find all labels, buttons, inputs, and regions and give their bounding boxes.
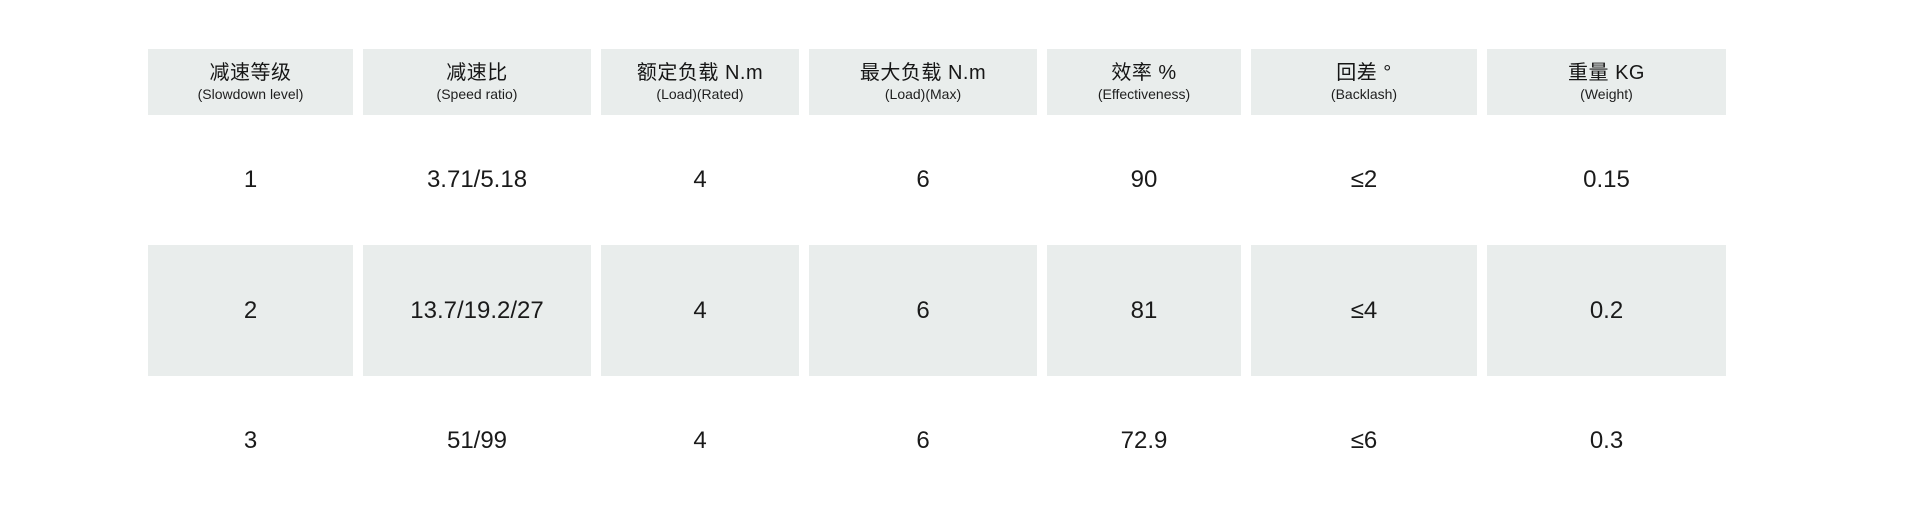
gearbox-spec-table: 减速等级 (Slowdown level) 减速比 (Speed ratio) …: [148, 49, 1726, 506]
table-cell: 0.3: [1589, 427, 1624, 454]
header-zh-label: 减速比: [446, 61, 508, 84]
header-max-load: 最大负载 N.m (Load)(Max): [809, 49, 1037, 115]
header-en-label: (Weight): [1580, 85, 1633, 102]
header-zh-label: 最大负载 N.m: [859, 61, 987, 84]
table-cell: 72.9: [1120, 427, 1168, 454]
header-en-label: (Load)(Max): [884, 85, 962, 102]
header-en-label: (Backlash): [1330, 85, 1398, 102]
header-en-label: (Effectiveness): [1097, 85, 1191, 102]
header-rated-load: 额定负载 N.m (Load)(Rated): [601, 49, 799, 115]
header-zh-label: 回差 °: [1336, 61, 1392, 84]
table-cell: 3: [243, 427, 258, 454]
header-slowdown-level: 减速等级 (Slowdown level): [148, 49, 353, 115]
header-en-label: (Load)(Rated): [656, 85, 744, 102]
table-cell: 4: [693, 427, 707, 454]
header-en-label: (Slowdown level): [197, 85, 304, 102]
table-cell: 81: [1047, 245, 1241, 376]
table-cell: 6: [809, 245, 1037, 376]
table-cell: 1: [243, 166, 258, 193]
table-cell: 3.71/5.18: [426, 166, 528, 193]
header-zh-label: 效率 %: [1111, 61, 1177, 84]
table-cell: ≤2: [1350, 166, 1378, 193]
table-cell: 90: [1130, 166, 1158, 193]
header-weight: 重量 KG (Weight): [1487, 49, 1726, 115]
header-en-label: (Speed ratio): [436, 85, 518, 102]
header-zh-label: 额定负载 N.m: [636, 61, 764, 84]
table-cell: 13.7/19.2/27: [363, 245, 591, 376]
table-cell: 2: [148, 245, 353, 376]
header-zh-label: 重量 KG: [1568, 61, 1645, 84]
header-zh-label: 减速等级: [209, 61, 292, 84]
table-cell: 4: [601, 245, 799, 376]
table-cell: 6: [916, 427, 930, 454]
table-cell: ≤4: [1251, 245, 1477, 376]
table-cell: 51/99: [446, 427, 508, 454]
table-cell: 0.2: [1487, 245, 1726, 376]
header-effectiveness: 效率 % (Effectiveness): [1047, 49, 1241, 115]
table-cell: ≤6: [1350, 427, 1378, 454]
table-cell: 0.15: [1583, 166, 1630, 193]
header-speed-ratio: 减速比 (Speed ratio): [363, 49, 591, 115]
table-cell: 6: [916, 166, 930, 193]
table-cell: 4: [693, 166, 707, 193]
header-backlash: 回差 ° (Backlash): [1251, 49, 1477, 115]
